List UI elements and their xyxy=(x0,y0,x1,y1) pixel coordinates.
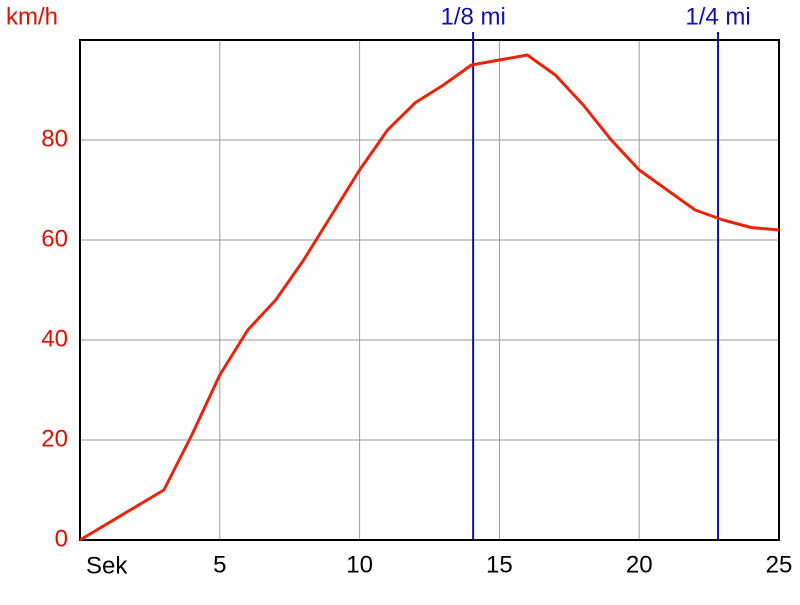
y-tick-label: 40 xyxy=(41,325,68,352)
y-tick-label: 80 xyxy=(41,125,68,152)
x-axis-label: Sek xyxy=(86,552,128,579)
y-tick-label: 60 xyxy=(41,225,68,252)
y-tick-label: 0 xyxy=(55,525,68,552)
speed-line xyxy=(79,53,780,542)
distance-marker-label: 1/4 mi xyxy=(685,3,750,30)
x-tick-label: 20 xyxy=(626,551,653,578)
y-tick-label: 20 xyxy=(41,425,68,452)
y-axis-label: km/h xyxy=(6,3,58,30)
x-tick-label: 10 xyxy=(346,551,373,578)
x-tick-label: 5 xyxy=(213,551,226,578)
x-tick-label: 25 xyxy=(766,551,793,578)
x-tick-label: 15 xyxy=(486,551,513,578)
plot-frame xyxy=(79,39,780,541)
distance-marker-label: 1/8 mi xyxy=(440,3,505,30)
